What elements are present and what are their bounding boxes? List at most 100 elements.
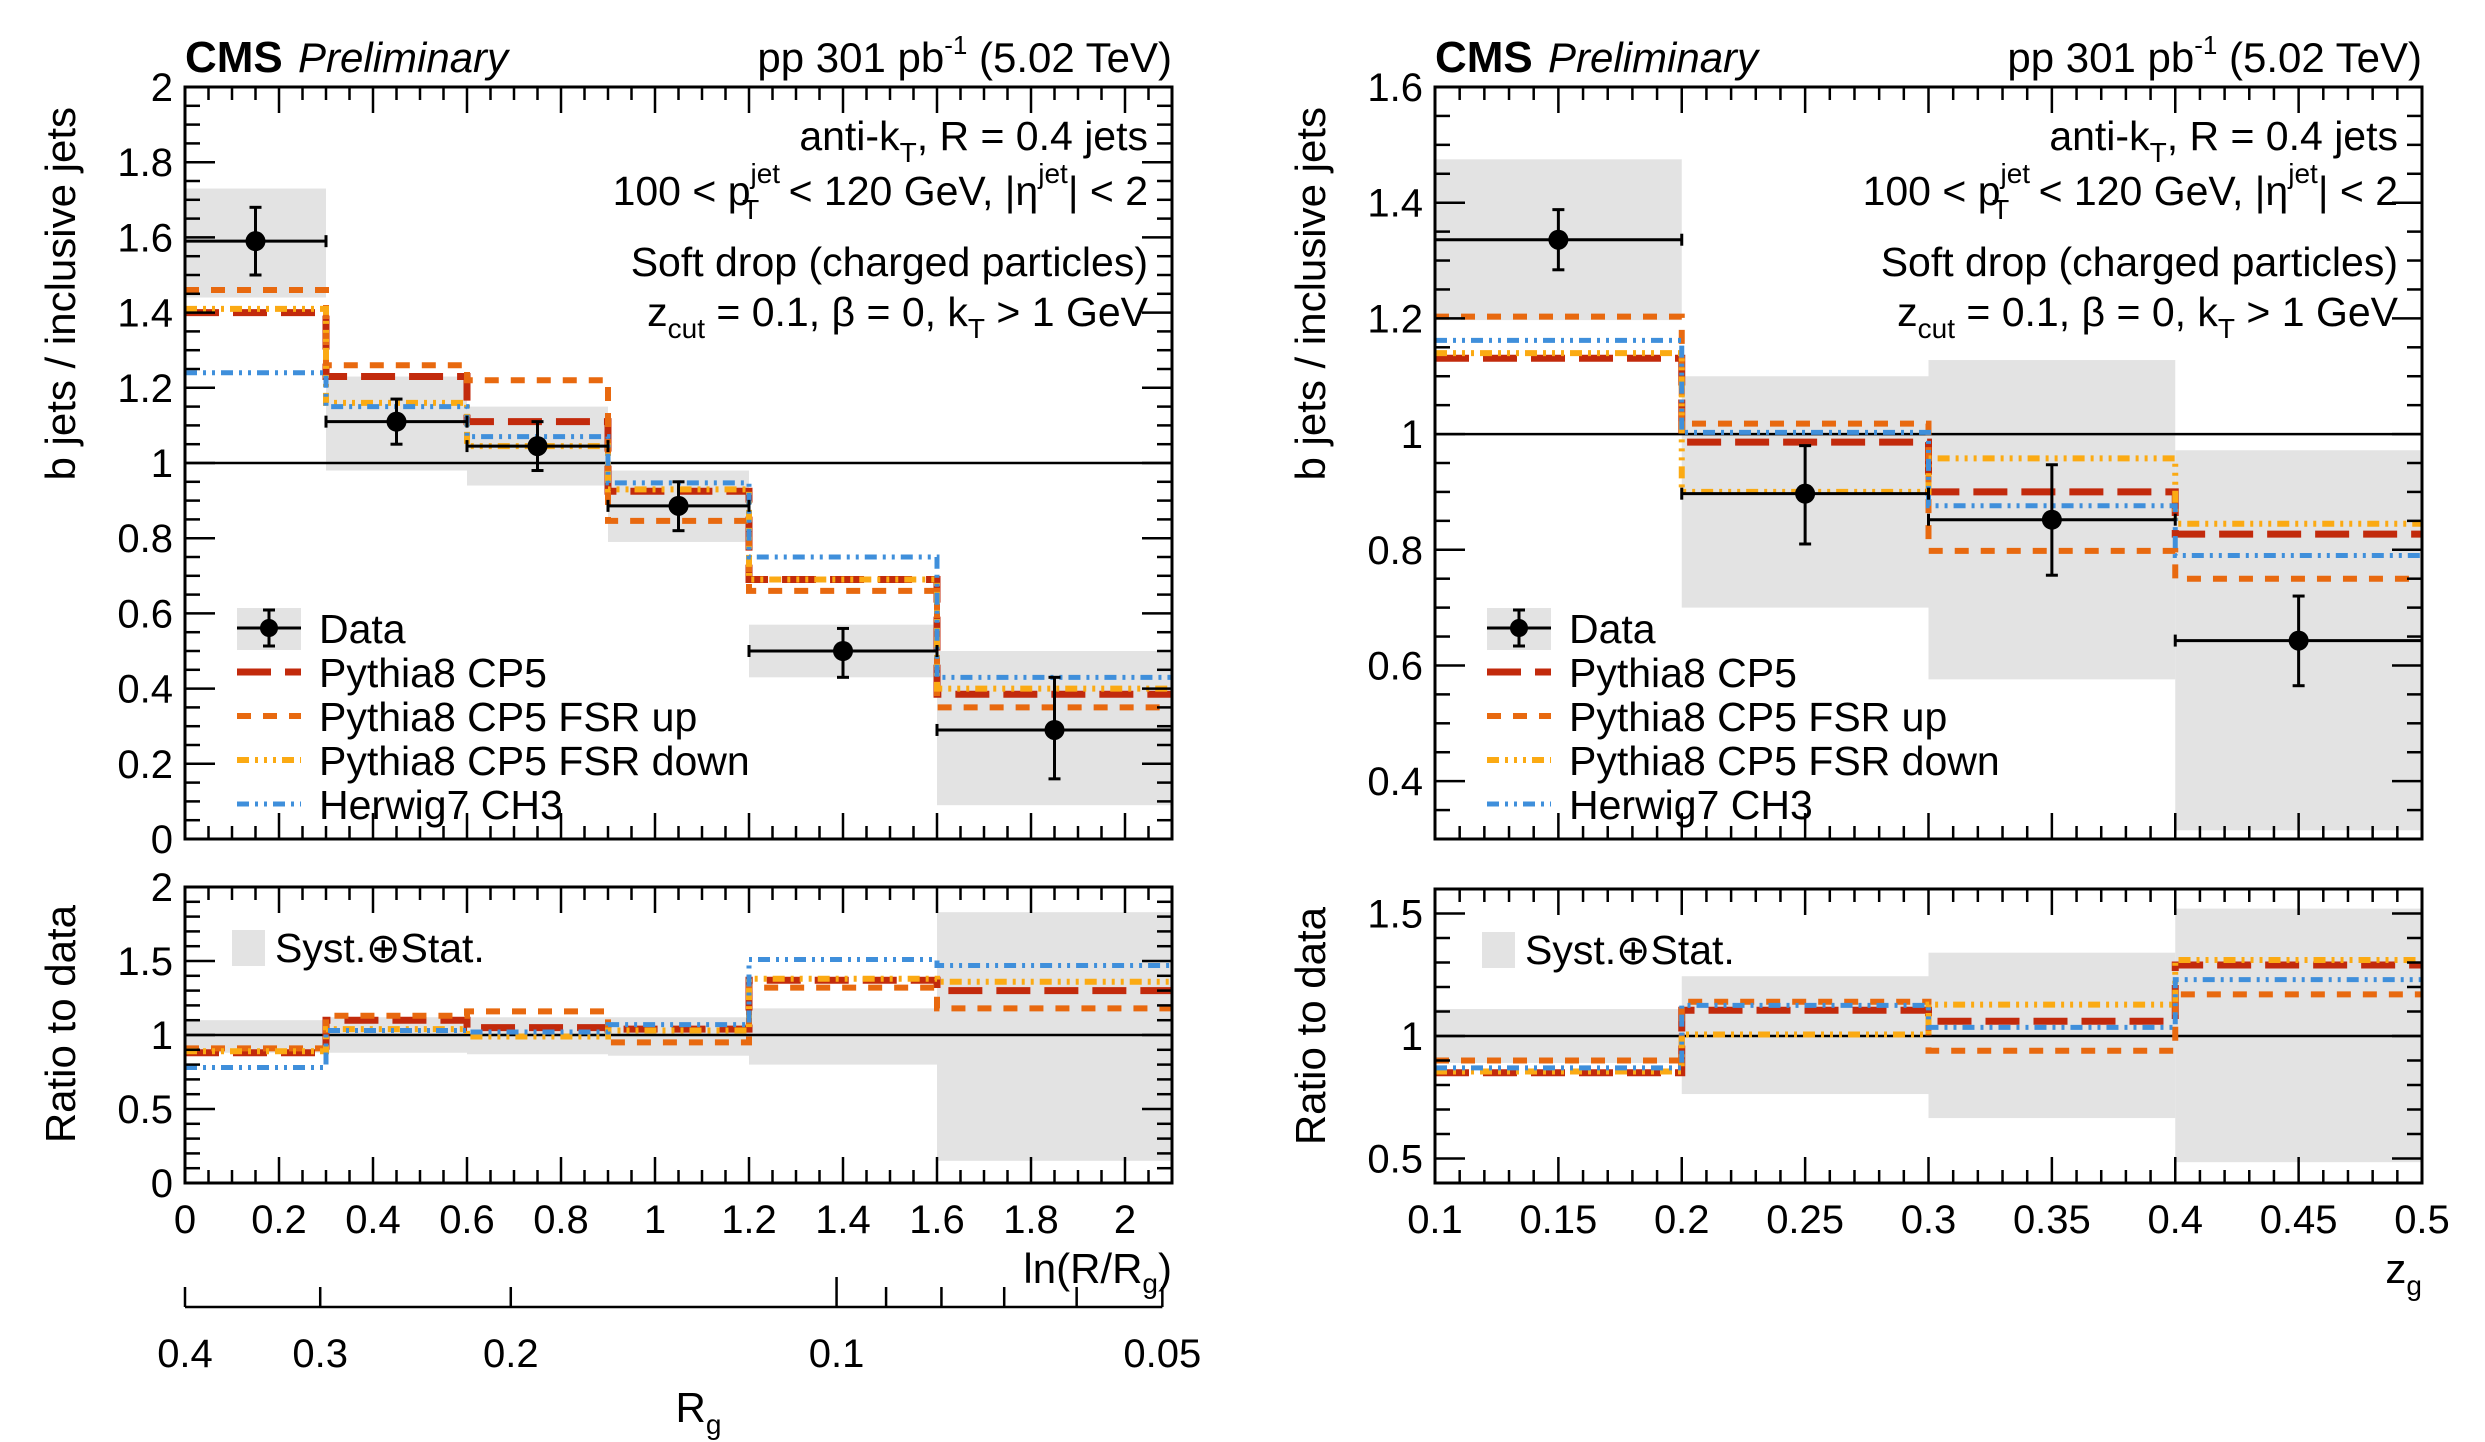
data-marker: [2288, 630, 2309, 651]
y-tick-label: 1.2: [117, 367, 173, 411]
data-point: [606, 480, 751, 533]
y-tick-label: 1.8: [117, 141, 173, 185]
legend-label: Pythia8 CP5: [319, 650, 547, 696]
y-tick-label: 1.4: [117, 292, 173, 336]
annotation-pt-range: 100 < pjet T < 120 GeV, |ηjet| < 2: [613, 158, 1148, 225]
legend-label: Pythia8 CP5 FSR down: [1569, 738, 2000, 784]
y-tick-label: 0.2: [117, 743, 173, 787]
secondary-tick-label: 0.4: [157, 1332, 213, 1376]
data-marker: [668, 495, 689, 516]
data-marker: [1044, 719, 1065, 740]
ratio-series-herwig: [1435, 977, 2422, 1071]
secondary-tick-label: 0.05: [1123, 1332, 1201, 1376]
y-tick-label: 1: [1401, 1015, 1423, 1059]
band-legend-swatch: [1482, 932, 1515, 968]
legend-label: Pythia8 CP5 FSR up: [319, 694, 697, 740]
ratio-syst-stat-band: [185, 1020, 326, 1053]
y-axis-label: b jets / inclusive jets: [37, 107, 84, 481]
y-tick-label: 0.5: [1367, 1138, 1423, 1182]
data-point: [2173, 594, 2424, 688]
y-tick-label: 0.4: [1367, 760, 1423, 804]
y-axis-label: b jets / inclusive jets: [1287, 107, 1334, 481]
y-tick-label: 0.8: [1367, 529, 1423, 573]
plot-frame: [183, 885, 1174, 1185]
y-tick-label: 0: [151, 1162, 173, 1206]
right-annotations: anti-kT, R = 0.4 jets 100 < pjet T < 120 …: [1863, 113, 2399, 344]
secondary-tick-label: 0.3: [292, 1332, 348, 1376]
legend-label: Herwig7 CH3: [1569, 782, 1813, 828]
data-marker: [245, 231, 266, 252]
x-tick-label: 0.3: [1901, 1198, 1957, 1242]
x-tick-label: 0.5: [2394, 1198, 2450, 1242]
x-tick-label: 0.8: [533, 1198, 589, 1242]
y-tick-label: 2: [151, 866, 173, 910]
y-tick-label: 1.6: [1367, 66, 1423, 110]
y-tick-label: 1.6: [117, 216, 173, 260]
y-tick-label: 1: [1401, 413, 1423, 457]
plot-frame: [1433, 887, 2424, 1185]
legend-entry-herwig: Herwig7 CH3: [1487, 782, 1813, 828]
series-herwig: [1435, 337, 2422, 559]
plot-frame: [1433, 85, 2424, 841]
data-point: [465, 420, 610, 473]
x-tick-label: 1.6: [909, 1198, 965, 1242]
preliminary-label: Preliminary: [1548, 34, 1761, 81]
legend-label: Data: [1569, 606, 1656, 652]
x-axis-label: zg: [2385, 1245, 2422, 1301]
right-header: CMS Preliminary pp 301 pb-1 (5.02 TeV): [1435, 30, 2422, 82]
ratio-syst-stat-band: [749, 1008, 937, 1065]
data-point: [1680, 444, 1930, 546]
x-tick-label: 0.25: [1766, 1198, 1844, 1242]
legend-entry-herwig: Herwig7 CH3: [237, 782, 563, 828]
plot-frame: [183, 85, 1174, 841]
legend-entry-pythia: Pythia8 CP5: [237, 650, 547, 696]
legend-entry-data: Data: [237, 606, 406, 652]
x-tick-label: 0.4: [345, 1198, 401, 1242]
left-main-plot: 0 0.2 0.4 0.6 0.8 1 1.2 1.4 1.6 1.8 2 b jets / incl…: [37, 66, 1174, 862]
right-main-plot: 0.4 0.6 0.8 1 1.2 1.4 1.6 b jets / inclusive je…: [1287, 66, 2424, 841]
y-tick-label: 0: [151, 818, 173, 862]
ratio-series-herwig: [185, 957, 1172, 1071]
annotation-soft-drop-params: zcut = 0.1, β = 0, kT > 1 GeV: [1897, 289, 2398, 344]
x-tick-label: 1: [644, 1198, 666, 1242]
legend-label: Pythia8 CP5 FSR up: [1569, 694, 1947, 740]
y-tick-label: 1.5: [117, 940, 173, 984]
legend-entry-pythia: Pythia8 CP5: [1487, 650, 1797, 696]
secondary-axis-label: Rg: [676, 1384, 722, 1440]
data-point: [324, 397, 469, 446]
y-tick-label: 0.5: [117, 1088, 173, 1132]
data-points: [1433, 208, 2424, 688]
rg-secondary-axis: 0.4 0.3 0.2 0.1 0.05 Rg: [157, 1277, 1201, 1440]
annotation-soft-drop-params: zcut = 0.1, β = 0, kT > 1 GeV: [647, 289, 1148, 344]
x-tick-label: 0.1: [1407, 1198, 1463, 1242]
band-legend-label: Syst.⊕Stat.: [1525, 927, 1735, 973]
legend-entry-fsr_down: Pythia8 CP5 FSR down: [1487, 738, 2000, 784]
y-tick-label: 1: [151, 1014, 173, 1058]
x-tick-label: 2: [1114, 1198, 1136, 1242]
x-axis-label: ln(R/Rg): [1023, 1245, 1172, 1299]
y-tick-label: 1: [151, 442, 173, 486]
y-tick-label: 2: [151, 66, 173, 110]
data-marker: [1548, 229, 1569, 250]
legend-entry-data: Data: [1487, 606, 1656, 652]
band-legend-label: Syst.⊕Stat.: [275, 925, 485, 971]
legend-data-marker: [260, 619, 278, 637]
series-fsr_up: [1435, 313, 2422, 582]
x-tick-label: 0.2: [1654, 1198, 1710, 1242]
preliminary-label: Preliminary: [298, 34, 511, 81]
data-marker: [386, 411, 407, 432]
y-axis-label: Ratio to data: [1287, 906, 1334, 1145]
x-tick-label: 0.15: [1519, 1198, 1597, 1242]
y-tick-label: 1.4: [1367, 182, 1423, 226]
legend-label: Herwig7 CH3: [319, 782, 563, 828]
y-tick-label: 0.8: [117, 517, 173, 561]
secondary-tick-label: 0.2: [483, 1332, 539, 1376]
left-annotations: anti-kT, R = 0.4 jets 100 < pjet T < 120 …: [613, 113, 1149, 344]
x-tick-label: 0.2: [251, 1198, 307, 1242]
y-tick-label: 0.4: [117, 668, 173, 712]
left-ratio-plot: 0 0.5 1 1.5 2 0 0.2 0.4 0.6 0.8 1 1.2 1.4 1.6 1.8 2 Rati…: [37, 866, 1174, 1299]
left-header: CMS Preliminary pp 301 pb-1 (5.02 TeV): [185, 30, 1172, 82]
y-tick-label: 0.6: [117, 592, 173, 636]
ratio-syst-stat-band: [608, 1017, 749, 1056]
